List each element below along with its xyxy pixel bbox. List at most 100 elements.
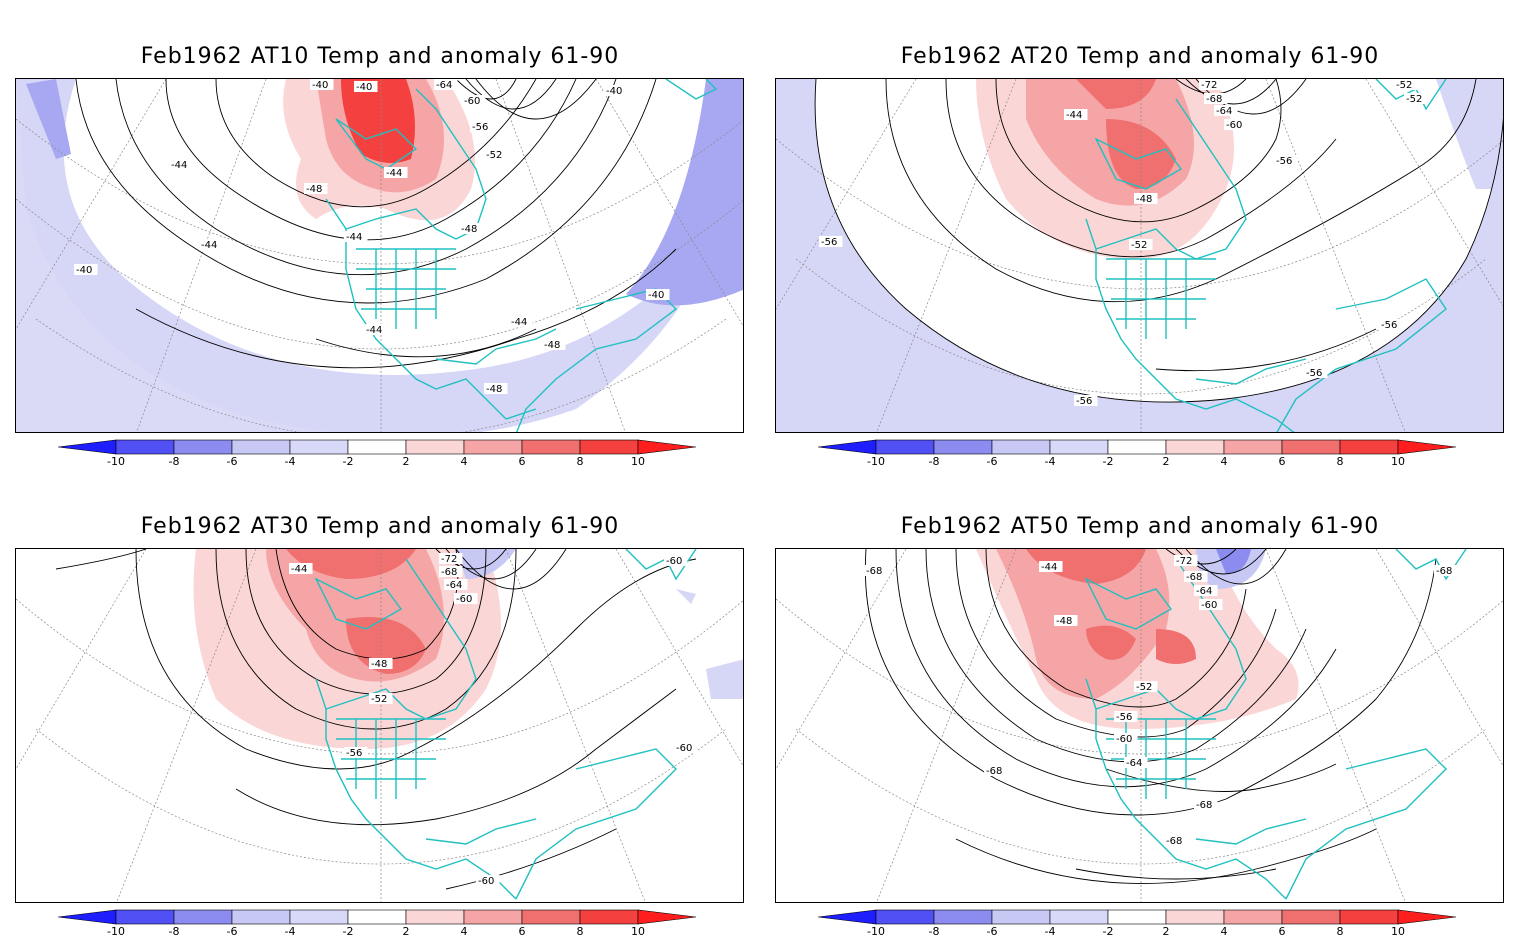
panel-at50: Feb1962 AT50 Temp and anomaly 61-90 — [760, 470, 1520, 940]
outer-blue-band — [16, 79, 743, 432]
outer-blue-band-left — [16, 79, 416, 432]
colorbar-swatch — [933, 909, 993, 925]
colorbar-arrow-left — [58, 439, 117, 455]
colorbar-swatch — [173, 439, 233, 455]
colorbar-tick-label: -6 — [986, 925, 998, 938]
colorbar-svg — [58, 439, 697, 455]
colorbar-tick-label: -6 — [986, 455, 998, 468]
map-at10[interactable]: -40 -40 -40 -64 -60 -56 -52 -44 -44 -48 -44 -44 -48-… — [15, 78, 744, 433]
colorbar-swatch — [1223, 439, 1283, 455]
colorbar-tick-label: 6 — [518, 455, 526, 468]
colorbar-tick-label: 8 — [576, 925, 584, 938]
colorbar-tick-label: 10 — [631, 455, 645, 468]
colorbar-tick-label: 10 — [631, 925, 645, 938]
colorbar-swatch — [1281, 909, 1341, 925]
colorbar-tick-label: -6 — [226, 455, 238, 468]
coastlines — [325, 79, 718, 432]
coastlines — [1085, 79, 1447, 432]
colorbar-tick-label: -2 — [1102, 925, 1114, 938]
colorbar-tick-label: -4 — [284, 925, 296, 938]
colorbar-swatch — [347, 909, 407, 925]
panel-title: Feb1962 AT50 Temp and anomaly 61-90 — [900, 514, 1380, 539]
colorbar-swatch — [405, 439, 465, 455]
colorbar-tick-label: -6 — [226, 925, 238, 938]
red-anomaly-spot2 — [1156, 629, 1196, 664]
colorbar-tick-label: -10 — [867, 925, 885, 938]
panel-at20: Feb1962 AT20 Temp and anomaly 61-90 — [760, 0, 1520, 470]
colorbar-swatch — [289, 439, 349, 455]
colorbar-tick-label: -2 — [342, 925, 354, 938]
colorbar-arrow-right — [1397, 909, 1457, 925]
colorbar-tick-label: 4 — [460, 455, 468, 468]
colorbar-swatch — [347, 439, 407, 455]
colorbar-at20: -10 -8 -6 -4 -2 2 4 6 8 10 — [818, 438, 1463, 470]
colorbar-tick-label: 8 — [1336, 925, 1344, 938]
colorbar-arrow-left — [58, 909, 117, 925]
red-anomaly-mid — [996, 549, 1170, 699]
colorbar-tick-label: 8 — [1336, 455, 1344, 468]
colorbar-swatch — [115, 909, 175, 925]
panel-at10: Feb1962 AT10 Temp and anomaly 61-90 — [0, 0, 760, 470]
colorbar-swatch — [875, 909, 935, 925]
colorbar-tick-label: 2 — [402, 455, 410, 468]
colorbar-swatch — [521, 909, 581, 925]
colorbar-tick-label: -8 — [168, 925, 180, 938]
colorbar-swatch — [1107, 439, 1167, 455]
red-anomaly-core2 — [1076, 79, 1156, 109]
colorbar-swatch — [521, 439, 581, 455]
colorbar-swatch — [173, 909, 233, 925]
panel-title: Feb1962 AT30 Temp and anomaly 61-90 — [140, 514, 620, 539]
colorbar-swatch — [1049, 909, 1109, 925]
graticule — [16, 79, 743, 432]
map-at20[interactable]: -72 -68 -64 -60 -44 -56 -48 -52 -52 -52 -56 -56 -56-… — [775, 78, 1504, 433]
colorbar-swatch — [1339, 909, 1399, 925]
colorbar-tick-label: -8 — [928, 455, 940, 468]
map-svg — [776, 549, 1503, 902]
blue-patch-core — [1216, 549, 1251, 574]
colorbar-tick-label: 6 — [518, 925, 526, 938]
map-svg — [776, 79, 1503, 432]
colorbar-swatch — [579, 909, 639, 925]
colorbar-tick-label: -2 — [342, 455, 354, 468]
graticule — [16, 549, 743, 902]
map-svg — [16, 549, 743, 902]
colorbar-tick-label: -10 — [867, 455, 885, 468]
blue-patch-right — [706, 659, 743, 699]
colorbar-swatch — [1107, 909, 1167, 925]
colorbar-arrow-left — [818, 439, 877, 455]
colorbar-swatch — [875, 439, 935, 455]
colorbar-arrow-right — [637, 909, 697, 925]
colorbar-swatch — [405, 909, 465, 925]
colorbar-tick-label: 10 — [1391, 925, 1405, 938]
colorbar-swatch — [991, 909, 1051, 925]
colorbar-svg — [58, 909, 697, 925]
contours — [814, 79, 1503, 403]
colorbar-arrow-left — [818, 909, 877, 925]
colorbar-tick-label: -4 — [1044, 455, 1056, 468]
colorbar-at10: -10 -8 -6 -4 -2 2 4 6 8 10 — [58, 438, 703, 470]
colorbar-swatch — [991, 439, 1051, 455]
map-svg — [16, 79, 743, 432]
colorbar-swatch — [933, 439, 993, 455]
map-at50[interactable]: -72 -68 -64 -60 -68 -44 -48 -52 -56 -60 -64 -68 -68-… — [775, 548, 1504, 903]
panel-at30: Feb1962 AT30 Temp and anomaly 61-90 — [0, 470, 760, 940]
red-anomaly-top — [286, 549, 416, 579]
colorbar-tick-label: -8 — [168, 455, 180, 468]
colorbar-tick-label: -2 — [1102, 455, 1114, 468]
colorbar-tick-label: 2 — [1162, 455, 1170, 468]
colorbar-tick-label: -4 — [284, 455, 296, 468]
colorbar-svg — [818, 909, 1457, 925]
colorbar-tick-label: 10 — [1391, 455, 1405, 468]
red-anomaly-core — [346, 617, 426, 674]
graticule — [776, 549, 1503, 902]
colorbar-svg — [818, 439, 1457, 455]
colorbar-tick-label: -10 — [107, 455, 125, 468]
blue-low-right — [1436, 79, 1503, 189]
map-at30[interactable]: -72 -68 -64 -60 -44 -48 -52 -56 -60 -60 -60 — [15, 548, 744, 903]
deep-blue-patch — [626, 79, 743, 306]
colorbar-at30: -10 -8 -6 -4 -2 2 4 6 8 10 — [58, 908, 703, 940]
panel-title: Feb1962 AT20 Temp and anomaly 61-90 — [900, 44, 1380, 69]
colorbar-swatch — [1223, 909, 1283, 925]
colorbar-tick-label: -10 — [107, 925, 125, 938]
red-anomaly-spot — [1086, 625, 1136, 660]
